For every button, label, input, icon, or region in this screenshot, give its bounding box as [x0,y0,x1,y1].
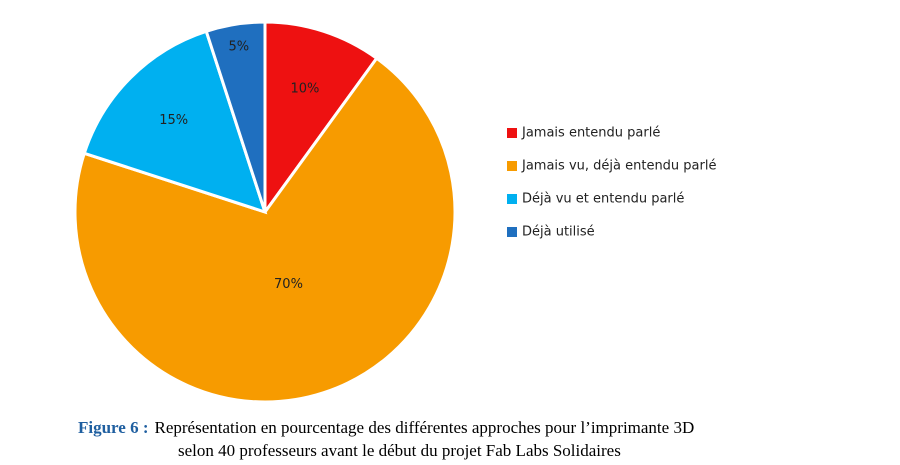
caption-line: Représentation en pourcentage des différ… [155,418,695,437]
caption: Figure 6 : Représentation en pourcentage … [78,418,694,437]
data-label: 5% [229,39,250,54]
legend-label: Déjà utilisé [522,225,595,240]
legend-swatch [507,227,517,237]
legend-swatch [507,194,517,204]
legend-swatch [507,161,517,171]
pie-slice [73,56,457,404]
data-label: 10% [290,82,319,97]
legend-swatch [507,128,517,138]
legend-label: Déjà vu et entendu parlé [522,192,684,207]
data-label: 70% [274,277,303,292]
pie-slice [204,20,267,213]
data-label: 15% [159,113,188,128]
pie-slice [263,20,379,217]
caption-label: Figure 6 : [78,418,149,437]
legend-label: Jamais entendu parlé [521,126,660,141]
caption-line: selon 40 professeurs avant le début du p… [178,441,621,460]
legend-label: Jamais vu, déjà entendu parlé [521,159,716,174]
